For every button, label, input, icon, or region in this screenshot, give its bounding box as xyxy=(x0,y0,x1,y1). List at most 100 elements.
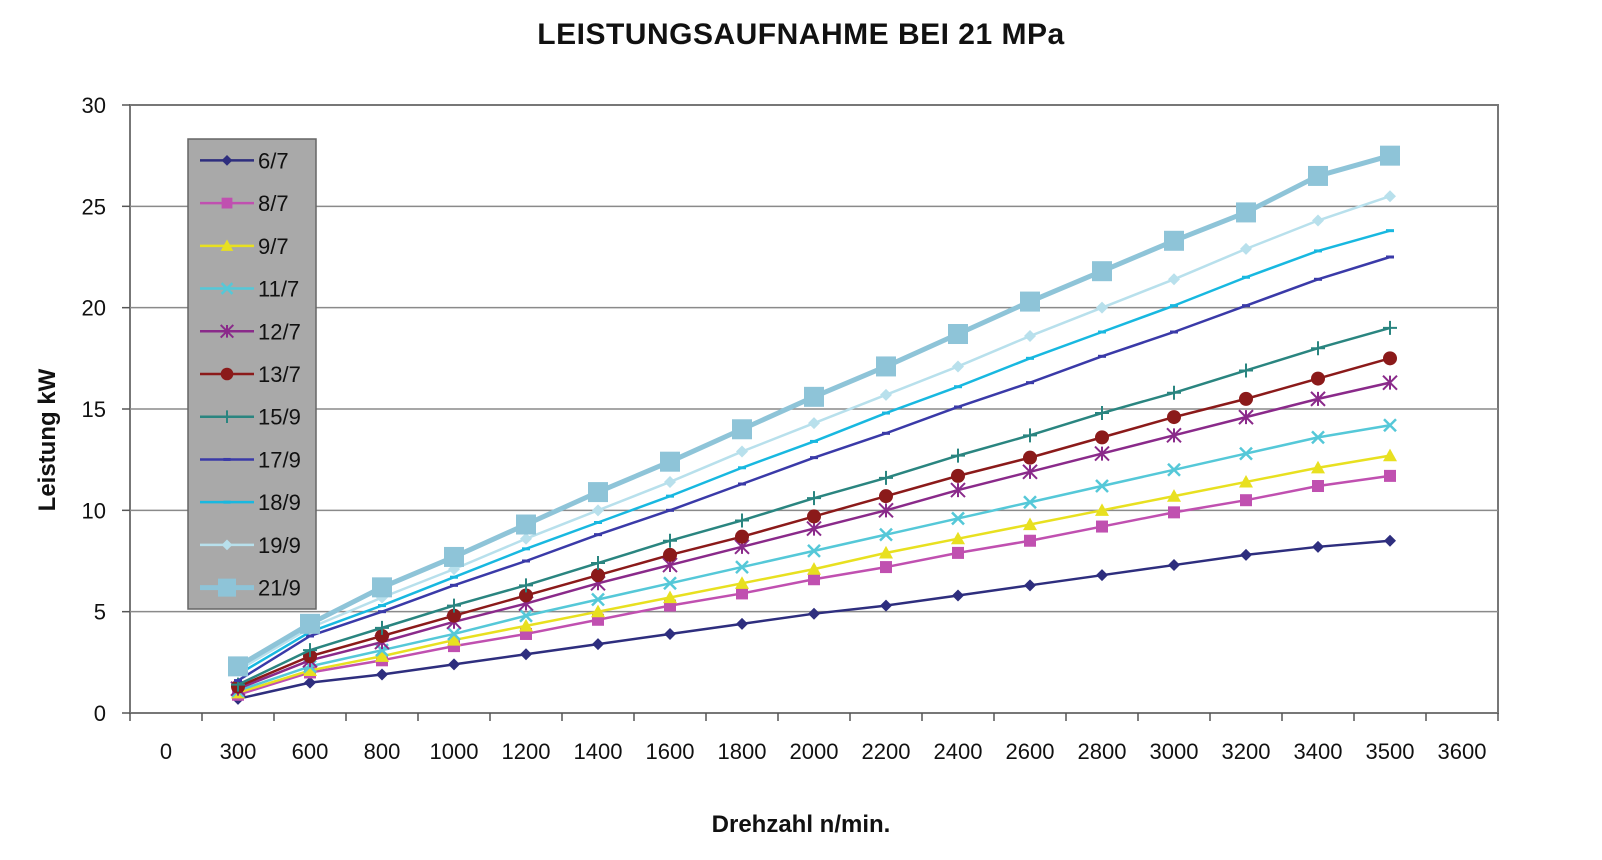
legend-label: 11/7 xyxy=(258,277,299,302)
data-point xyxy=(1023,495,1037,510)
data-point xyxy=(1024,330,1036,343)
data-point xyxy=(375,649,389,662)
data-point xyxy=(516,514,536,535)
data-point xyxy=(588,482,608,503)
data-point xyxy=(447,598,461,613)
data-point xyxy=(735,576,749,589)
data-point xyxy=(736,445,748,458)
data-point xyxy=(1240,242,1252,255)
data-point xyxy=(808,417,820,430)
legend-label: 17/9 xyxy=(258,447,301,472)
data-point xyxy=(736,587,748,600)
legend-item: 18/9 xyxy=(200,490,301,515)
data-point xyxy=(735,560,749,574)
x-tick-label: 3400 xyxy=(1294,739,1343,764)
data-point xyxy=(1310,391,1326,407)
data-point xyxy=(664,475,676,488)
data-point xyxy=(808,573,820,586)
y-tick-label: 20 xyxy=(82,296,106,321)
data-point xyxy=(520,648,532,661)
x-tick-label: 0 xyxy=(160,739,172,764)
legend-item: 13/7 xyxy=(200,362,301,387)
data-point xyxy=(591,556,605,571)
data-point xyxy=(1383,351,1397,366)
data-point xyxy=(1168,506,1180,519)
data-point xyxy=(1311,430,1325,445)
data-point xyxy=(879,527,893,542)
data-point xyxy=(1164,230,1184,251)
data-point xyxy=(519,618,533,632)
data-point xyxy=(807,509,821,524)
data-point xyxy=(1023,428,1037,443)
data-point xyxy=(1383,448,1397,462)
data-point xyxy=(591,604,605,618)
data-point xyxy=(1024,534,1036,547)
data-point xyxy=(1240,494,1252,507)
data-point xyxy=(735,513,749,528)
legend-item: 11/7 xyxy=(200,277,299,302)
data-point xyxy=(1095,503,1109,516)
legend-label: 21/9 xyxy=(258,576,301,601)
data-point xyxy=(952,360,964,373)
data-point xyxy=(1312,214,1324,227)
data-point xyxy=(447,627,461,641)
data-point xyxy=(951,468,965,483)
y-axis-label: Leistung kW xyxy=(34,368,61,512)
legend-marker xyxy=(220,239,234,251)
data-point xyxy=(447,633,461,646)
data-point xyxy=(880,599,892,612)
series-15-9 xyxy=(231,320,1397,692)
data-point xyxy=(592,638,604,651)
data-point xyxy=(1384,534,1396,547)
data-point xyxy=(1167,462,1181,477)
data-point xyxy=(1238,409,1254,425)
data-point xyxy=(880,388,892,401)
data-point xyxy=(732,419,752,440)
legend-marker xyxy=(221,154,233,166)
data-point xyxy=(660,451,680,472)
data-point xyxy=(1166,427,1182,444)
legend-label: 8/7 xyxy=(258,191,289,216)
x-tick-label: 1600 xyxy=(646,739,695,764)
data-point xyxy=(948,324,968,345)
data-point xyxy=(1382,374,1398,391)
data-point xyxy=(1383,320,1397,335)
data-point xyxy=(1239,363,1253,378)
data-point xyxy=(1024,579,1036,592)
data-point xyxy=(1380,145,1400,166)
legend-marker xyxy=(219,324,235,339)
y-tick-label: 0 xyxy=(94,701,106,726)
data-point xyxy=(807,491,821,506)
data-point xyxy=(736,617,748,630)
data-point xyxy=(1236,202,1256,223)
legend-label: 13/7 xyxy=(258,362,301,387)
x-tick-label: 800 xyxy=(364,739,401,764)
data-point xyxy=(1095,479,1109,493)
data-point xyxy=(879,489,893,504)
chart-title: LEISTUNGSAUFNAHME BEI 21 MPa xyxy=(537,18,1065,51)
data-point xyxy=(1095,430,1109,445)
data-point xyxy=(448,658,460,671)
data-point xyxy=(1384,469,1396,482)
data-point xyxy=(591,568,605,583)
x-tick-label: 1800 xyxy=(718,739,767,764)
x-tick-label: 1200 xyxy=(502,739,551,764)
data-point xyxy=(447,608,461,623)
data-point xyxy=(951,531,965,545)
data-point xyxy=(1096,520,1108,533)
x-tick-label: 3500 xyxy=(1366,739,1415,764)
data-point xyxy=(735,529,749,544)
legend-marker xyxy=(220,410,234,424)
data-point xyxy=(1095,406,1109,421)
data-point xyxy=(1167,385,1181,400)
data-point xyxy=(1094,445,1110,462)
data-point xyxy=(1239,446,1253,461)
data-point xyxy=(806,520,822,537)
legend-item: 17/9 xyxy=(200,447,301,472)
y-tick-label: 10 xyxy=(82,498,106,523)
data-point xyxy=(1311,371,1325,386)
legend-label: 9/7 xyxy=(258,234,289,259)
legend-label: 19/9 xyxy=(258,533,301,558)
data-point xyxy=(1023,450,1037,465)
